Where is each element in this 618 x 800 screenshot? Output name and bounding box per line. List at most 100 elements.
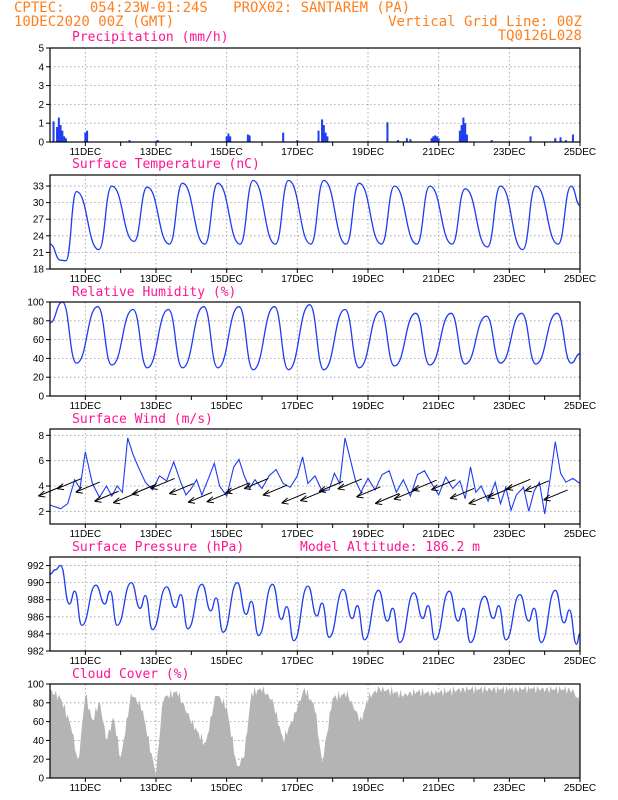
wind-arrow [412, 479, 437, 492]
wind-xtick-label: 21DEC [423, 529, 455, 540]
precip-bar [225, 136, 228, 142]
rh-panel: Relative Humidity (%) 0 20 40 60 80 100 11DEC 13… [27, 285, 596, 412]
wind-xtick-label: 15DEC [211, 529, 243, 540]
precip-bar [282, 132, 285, 142]
temp-ytick-label: 33 [33, 182, 45, 193]
pres-title: Surface Pressure (hPa) [72, 540, 244, 555]
precip-xtick-label: 11DEC [70, 147, 102, 158]
precip-ytick-label: 2 [38, 100, 44, 111]
wind-arrow [75, 481, 100, 494]
rh-ytick-label: 0 [38, 392, 44, 403]
precip-bar [56, 126, 59, 142]
cloud-xtick-label: 11DEC [70, 783, 102, 794]
pres-frame [49, 556, 581, 652]
temp-xtick-label: 11DEC [70, 274, 102, 285]
precip-bar [156, 140, 159, 142]
precip-bar [559, 137, 562, 142]
precip-bar [86, 130, 89, 142]
rh-xtick-label: 25DEC [564, 401, 596, 412]
wind-xtick-label: 11DEC [70, 529, 102, 540]
rh-title: Relative Humidity (%) [72, 285, 236, 300]
pres-xtick-label: 15DEC [211, 656, 243, 667]
wind-arrow [56, 478, 82, 491]
cloud-area [50, 685, 580, 778]
wind-arrow [505, 478, 531, 491]
precip-bar [128, 140, 131, 142]
precip-frame [49, 47, 581, 143]
pres-ytick-label: 982 [27, 647, 44, 658]
wind-arrow [524, 480, 550, 493]
rh-xtick-label: 23DEC [493, 401, 525, 412]
precip-bar [227, 133, 230, 142]
wind-xtick-label: 25DEC [564, 529, 596, 540]
precip-ytick-label: 5 [38, 44, 44, 55]
temp-xtick-label: 13DEC [140, 274, 172, 285]
cloud-ytick-label: 100 [27, 680, 44, 691]
rh-xtick-label: 11DEC [70, 401, 102, 412]
precip-bar [564, 140, 567, 142]
temp-ytick-label: 24 [33, 231, 45, 242]
precip-bar [464, 123, 467, 142]
precip-bar [435, 136, 438, 142]
precip-bar [57, 117, 60, 142]
wind-frame [49, 428, 581, 525]
precip-bar [437, 138, 440, 142]
pres-ytick-label: 986 [27, 612, 44, 623]
precip-bar [321, 119, 324, 142]
pres-xtick-label: 19DEC [352, 656, 384, 667]
pres-xtick-label: 23DEC [493, 656, 525, 667]
wind-arrow [374, 493, 400, 505]
header-grid-note: Vertical Grid Line: 00Z [388, 14, 582, 30]
precip-ytick-label: 0 [38, 138, 44, 149]
precip-bar [571, 134, 574, 142]
temp-panel: Surface Temperature (nC) 18 21 24 27 30 33 11DE… [33, 157, 596, 285]
wind-arrow [225, 482, 250, 495]
cloud-ytick-label: 60 [33, 717, 45, 728]
wind-arrow [94, 490, 119, 503]
precip-bar [59, 125, 62, 142]
cloud-ytick-label: 40 [33, 736, 45, 747]
wind-arrow [337, 478, 362, 491]
temp-series-line [49, 179, 581, 262]
wind-arrow [281, 492, 306, 505]
precip-ytick-label: 4 [38, 62, 44, 73]
precip-bar [465, 134, 468, 142]
wind-arrow [318, 480, 344, 493]
wind-arrow [243, 478, 269, 490]
pres-ytick-label: 984 [27, 629, 44, 640]
wind-arrow [431, 479, 456, 492]
pres-xtick-label: 21DEC [423, 656, 455, 667]
precip-bar [84, 132, 87, 142]
temp-xtick-label: 15DEC [211, 274, 243, 285]
wind-arrow [131, 483, 157, 496]
rh-ytick-label: 100 [27, 298, 44, 309]
precip-bar [458, 130, 461, 142]
wind-title: Surface Wind (m/s) [72, 412, 213, 427]
wind-xtick-label: 17DEC [281, 529, 313, 540]
wind-xtick-label: 19DEC [352, 529, 384, 540]
cloud-ytick-label: 80 [33, 698, 45, 709]
precip-xtick-label: 19DEC [352, 147, 384, 158]
rh-ytick-label: 80 [33, 316, 45, 327]
rh-ytick-label: 60 [33, 335, 45, 346]
cloud-xtick-label: 15DEC [211, 783, 243, 794]
precip-xtick-label: 17DEC [281, 147, 313, 158]
precip-bar [52, 121, 55, 142]
rh-xtick-label: 13DEC [140, 401, 172, 412]
cloud-title: Cloud Cover (%) [72, 667, 189, 682]
pres-ytick-label: 988 [27, 595, 44, 606]
pres-panel: Surface Pressure (hPa) Model Altitude: 18… [27, 540, 596, 667]
cloud-xtick-label: 13DEC [140, 783, 172, 794]
precip-ytick-label: 3 [38, 81, 44, 92]
wind-arrow [543, 489, 568, 502]
precip-xtick-label: 21DEC [423, 147, 455, 158]
temp-ytick-label: 27 [33, 215, 45, 226]
temp-xtick-label: 17DEC [281, 274, 313, 285]
precip-xtick-label: 23DEC [493, 147, 525, 158]
precip-bar [434, 135, 437, 142]
temp-ytick-label: 30 [33, 198, 45, 209]
pres-ytick-label: 990 [27, 578, 44, 589]
precip-bar [64, 138, 67, 142]
rh-xtick-label: 15DEC [211, 401, 243, 412]
wind-ytick-label: 6 [38, 456, 44, 467]
